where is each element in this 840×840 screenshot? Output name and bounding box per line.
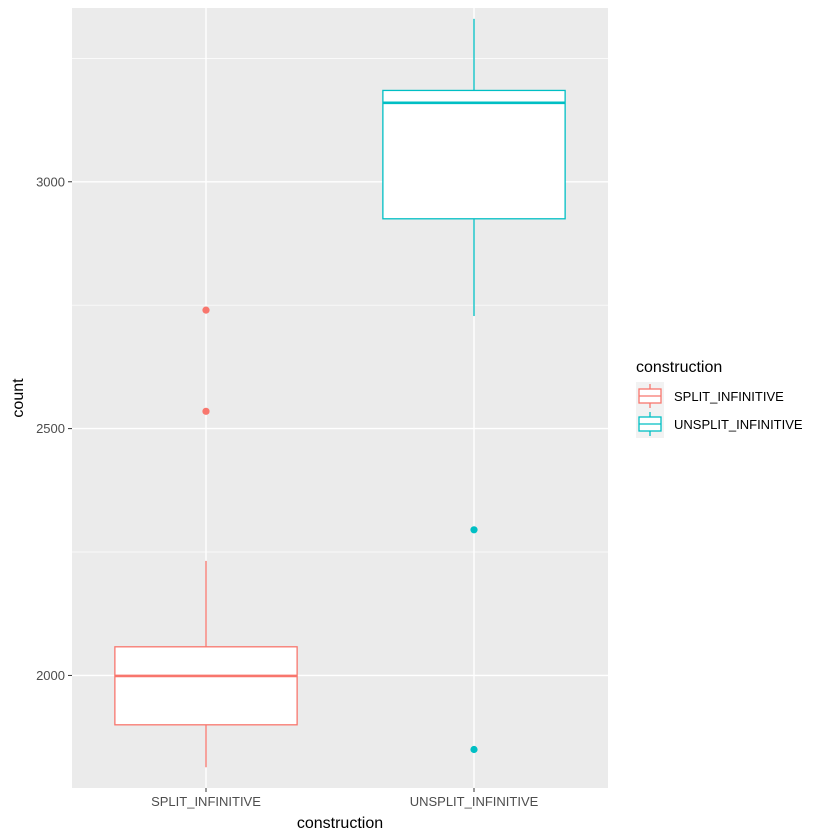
outlier-point: [470, 526, 478, 534]
box-iqr: [114, 646, 298, 726]
legend: construction SPLIT_INFINITIVE UNSPLIT_INF…: [636, 359, 803, 438]
x-axis: SPLIT_INFINITIVE UNSPLIT_INFINITIVE: [151, 788, 539, 809]
outlier-point: [202, 407, 210, 415]
box-unsplit-infinitive: [382, 18, 566, 754]
y-axis: 2000 2500 3000: [36, 174, 72, 683]
box-split-infinitive: [114, 306, 298, 768]
y-axis-title: count: [10, 378, 27, 418]
y-tick-label: 2500: [36, 421, 65, 436]
y-tick-label: 2000: [36, 668, 65, 683]
x-tick-label: UNSPLIT_INFINITIVE: [410, 794, 539, 809]
outlier-point: [470, 745, 478, 754]
legend-label: SPLIT_INFINITIVE: [674, 389, 784, 404]
y-tick-label: 3000: [36, 174, 65, 189]
x-axis-title: construction: [297, 815, 383, 832]
legend-key-split-infinitive: [636, 382, 664, 410]
box-iqr: [382, 89, 566, 220]
outlier-point: [202, 306, 210, 314]
legend-key-unsplit-infinitive: [636, 410, 664, 438]
box-layer: [114, 18, 566, 768]
legend-label: UNSPLIT_INFINITIVE: [674, 417, 803, 432]
legend-title: construction: [636, 359, 722, 376]
x-tick-label: SPLIT_INFINITIVE: [151, 794, 261, 809]
minor-gridlines: [72, 58, 608, 553]
